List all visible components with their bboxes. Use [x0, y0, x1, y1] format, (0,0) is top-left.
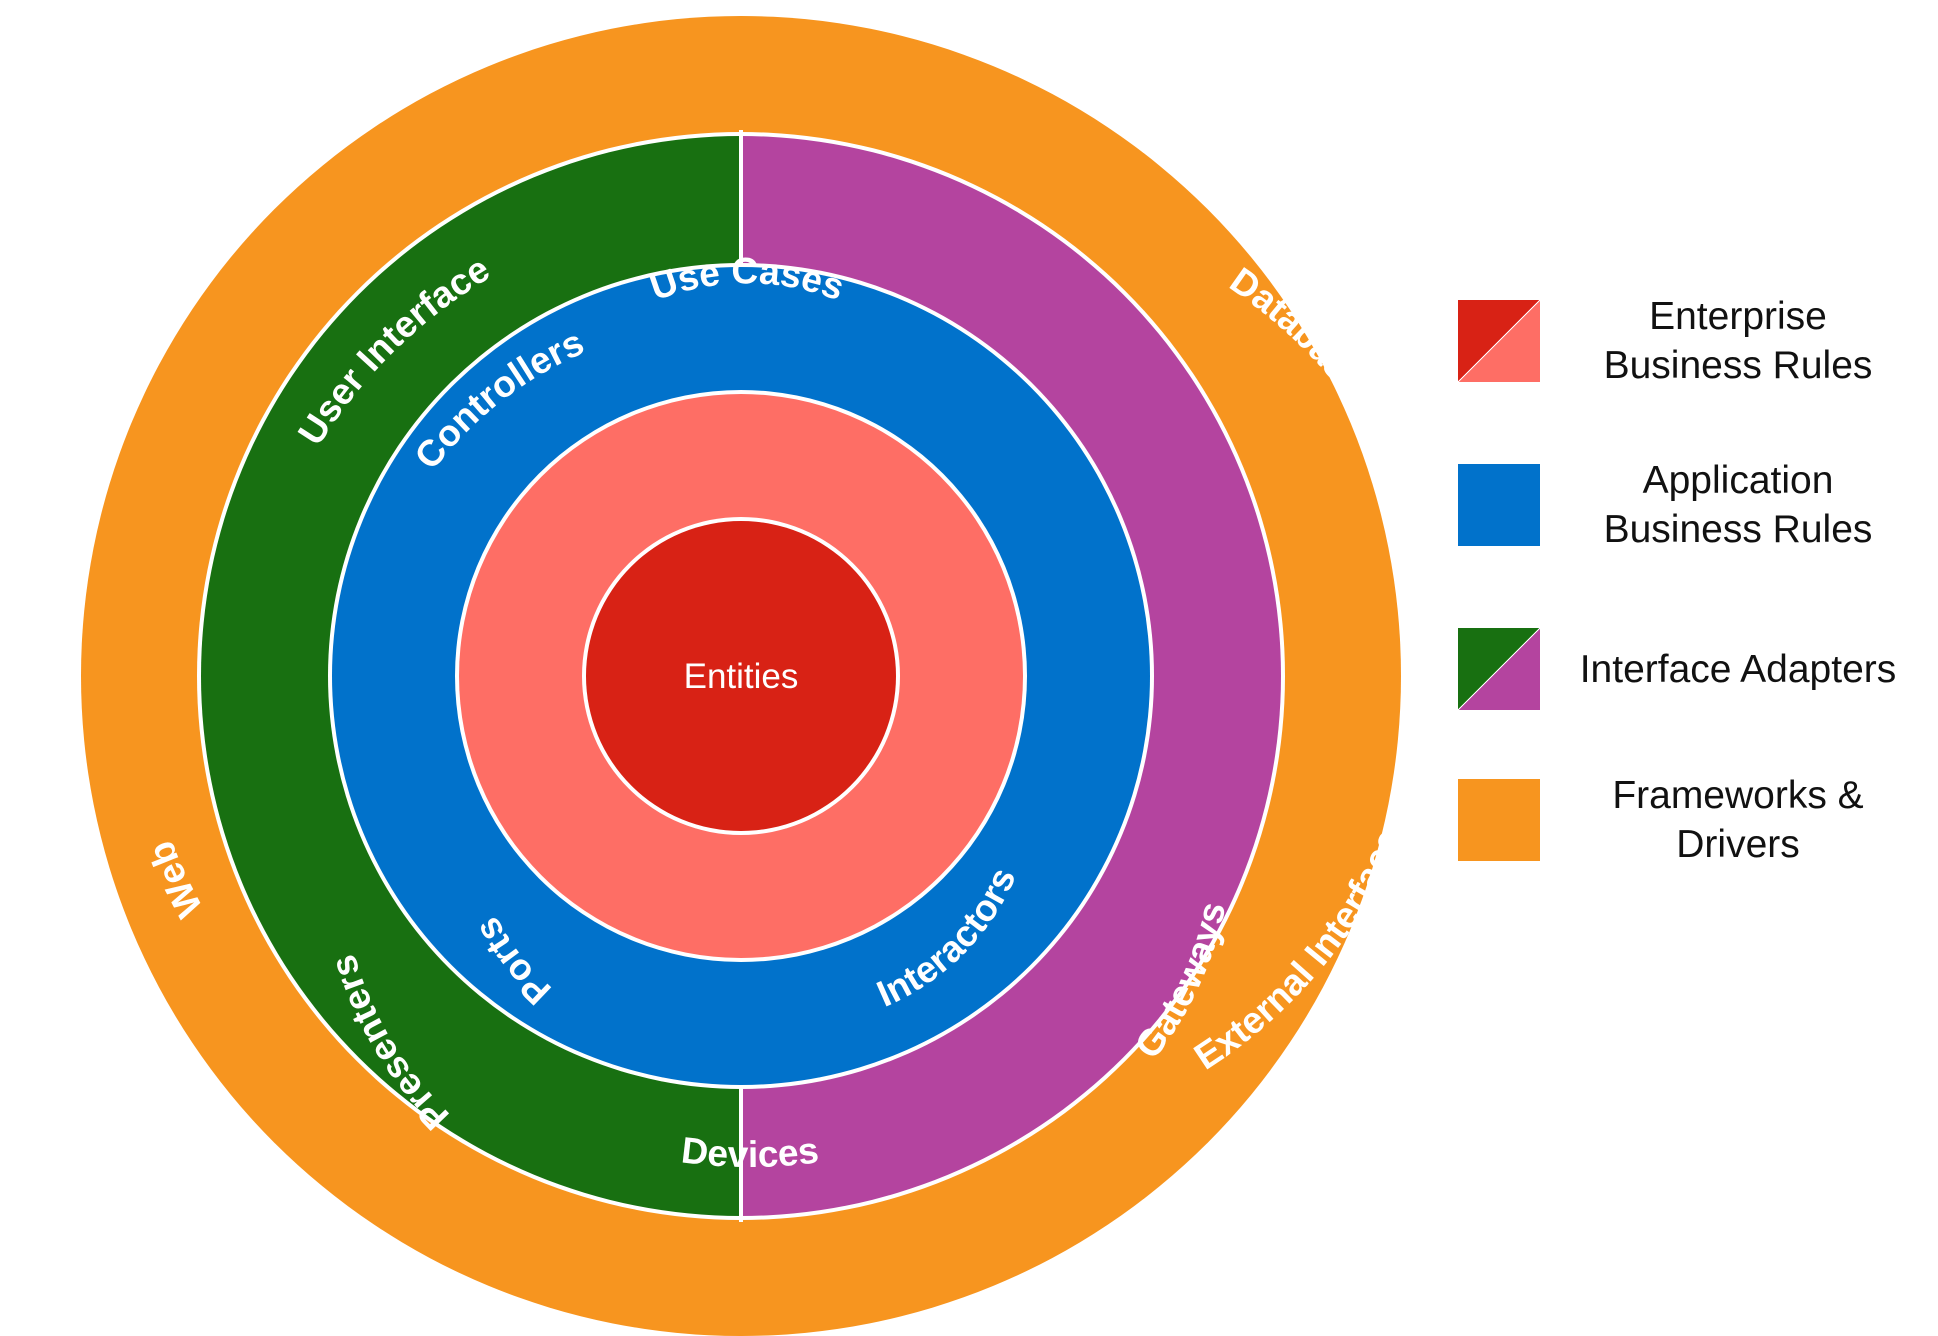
legend-swatch-enterprise [1458, 300, 1540, 382]
legend-label-adapters: Interface Adapters [1579, 647, 1897, 691]
entities-core [586, 521, 896, 831]
legend-label-frameworks: Frameworks & Drivers [1612, 774, 1864, 866]
legend-item-frameworks: Frameworks & Drivers [1458, 774, 1938, 866]
legend-label-application: Application Business Rules [1603, 459, 1873, 551]
legend-item-application: Application Business Rules [1458, 459, 1938, 551]
legend-label-enterprise: Enterprise Business Rules [1603, 295, 1873, 387]
label-devices: Devices [679, 1129, 820, 1175]
legend-swatch-application [1458, 464, 1540, 546]
legend-swatch-frameworks [1458, 779, 1540, 861]
legend-item-adapters: Interface Adapters [1458, 628, 1938, 710]
legend-swatch-adapters [1458, 628, 1540, 710]
legend-item-enterprise: Enterprise Business Rules [1458, 295, 1938, 387]
label-entities: Entities [684, 657, 799, 696]
